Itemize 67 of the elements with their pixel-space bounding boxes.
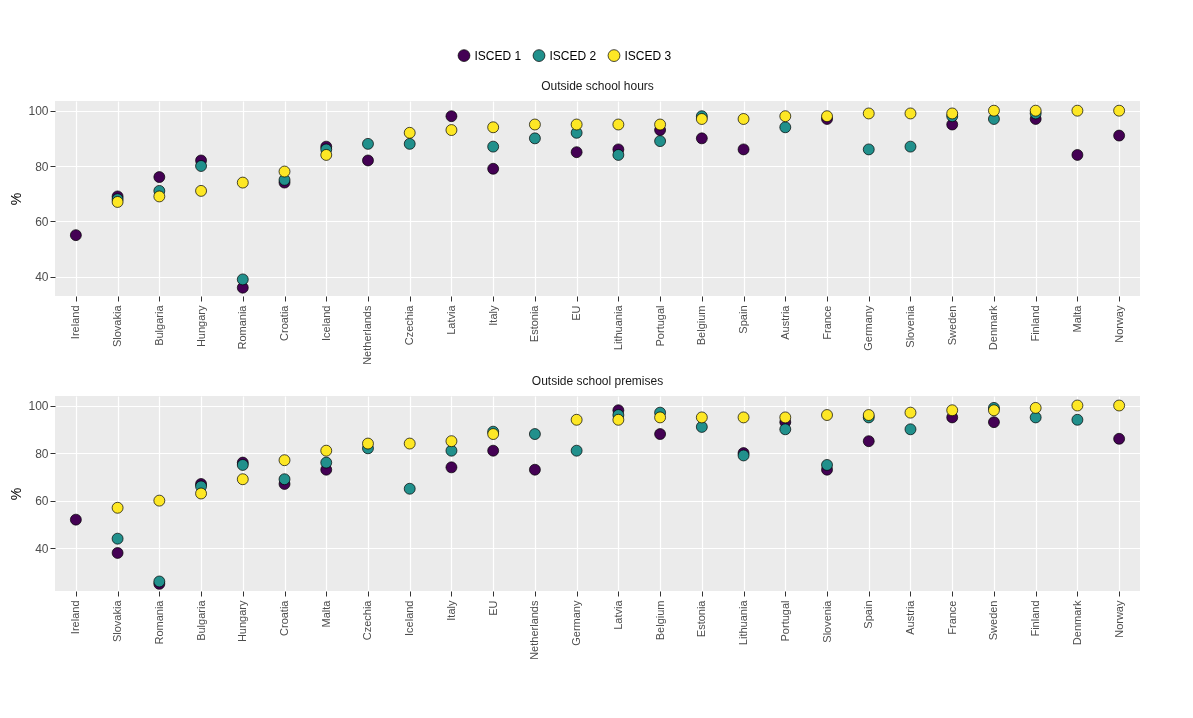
x-tick-label: Slovenia: [903, 304, 916, 348]
x-tick-label: Netherlands: [528, 600, 541, 660]
x-tick-label: Spain: [737, 305, 750, 334]
x-tick-label: Slovakia: [111, 304, 124, 348]
x-tick-label: Croatia: [278, 599, 291, 636]
y-tick-label: 80: [35, 446, 49, 461]
x-tick-label: Hungary: [236, 600, 249, 643]
x-tick-label: Hungary: [194, 305, 207, 348]
x-tick-label: Estonia: [695, 599, 708, 638]
y-tick-label: 80: [35, 159, 49, 174]
x-tick-label: Finland: [1029, 305, 1042, 342]
y-axis-title: %: [8, 487, 25, 501]
legend-label: ISCED 1: [474, 48, 522, 63]
x-tick-label: Ireland: [69, 305, 82, 340]
x-tick-label: Latvia: [444, 304, 457, 335]
x-tick-label: Malta: [319, 599, 332, 628]
x-tick-label: Portugal: [778, 600, 791, 642]
x-tick-label: Netherlands: [361, 305, 374, 365]
x-tick-label: Lithuania: [611, 304, 624, 351]
y-tick-label: 40: [35, 541, 49, 556]
x-tick-label: Finland: [1029, 600, 1042, 637]
y-axis-title: %: [8, 192, 25, 206]
x-tick-label: Romania: [152, 599, 165, 645]
legend-label: ISCED 3: [624, 48, 672, 63]
x-tick-label: Malta: [1070, 304, 1083, 333]
x-tick-label: Portugal: [653, 305, 666, 347]
y-tick-label: 100: [28, 104, 49, 119]
x-tick-label: Austria: [903, 599, 916, 635]
x-tick-label: France: [945, 600, 958, 635]
x-tick-label: Slovenia: [820, 599, 833, 643]
chart-title: Outside school hours: [541, 79, 654, 93]
x-tick-label: Germany: [862, 305, 875, 351]
x-tick-label: Norway: [1112, 600, 1125, 638]
x-tick-label: Germany: [570, 600, 583, 646]
x-tick-label: Bulgaria: [194, 599, 207, 641]
x-tick-label: Denmark: [987, 305, 1000, 351]
x-tick-label: Estonia: [528, 304, 541, 343]
x-tick-label: Romania: [236, 304, 249, 350]
x-tick-label: Ireland: [69, 600, 82, 635]
x-tick-label: Italy: [444, 600, 457, 621]
x-tick-label: Croatia: [278, 304, 291, 341]
x-tick-label: Sweden: [945, 305, 958, 346]
y-tick-label: 40: [35, 270, 49, 285]
x-tick-label: Iceland: [403, 600, 416, 636]
x-tick-label: Belgium: [653, 600, 666, 641]
x-tick-label: France: [820, 305, 833, 340]
x-tick-label: Austria: [778, 304, 791, 340]
y-tick-label: 60: [35, 214, 49, 229]
y-tick-label: 100: [28, 399, 49, 414]
x-tick-label: Belgium: [695, 305, 708, 346]
x-tick-label: EU: [486, 600, 499, 616]
x-tick-label: Denmark: [1070, 600, 1083, 646]
x-tick-label: Norway: [1112, 305, 1125, 343]
y-tick-label: 60: [35, 494, 49, 509]
x-tick-label: Iceland: [319, 305, 332, 341]
x-tick-label: Slovakia: [111, 599, 124, 643]
x-tick-label: Czechia: [403, 304, 416, 346]
x-tick-label: Sweden: [987, 600, 1000, 641]
x-tick-label: Czechia: [361, 599, 374, 641]
x-tick-label: Spain: [862, 600, 875, 629]
x-tick-label: Latvia: [611, 599, 624, 630]
x-tick-label: Bulgaria: [152, 304, 165, 346]
chart-title: Outside school premises: [531, 374, 664, 388]
x-tick-label: Italy: [486, 305, 499, 326]
x-tick-label: Lithuania: [737, 599, 750, 646]
legend-label: ISCED 2: [549, 48, 597, 63]
x-tick-label: EU: [570, 305, 583, 321]
